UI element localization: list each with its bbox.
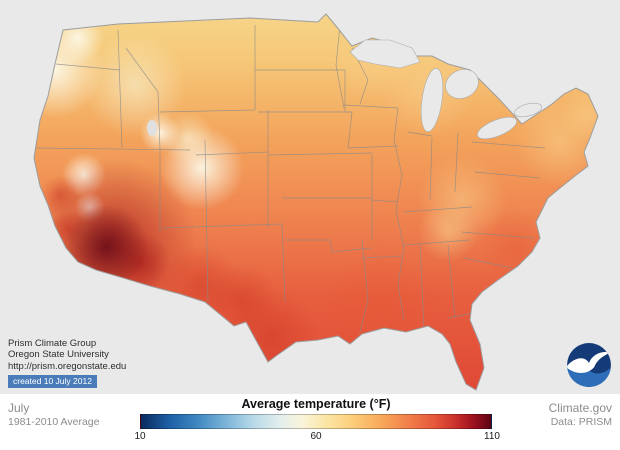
tick-label-max: 110: [484, 431, 500, 442]
us-temperature-map: Prism Climate Group Oregon State Univers…: [8, 13, 611, 391]
lake-michigan: [420, 67, 444, 133]
source-block: Climate.gov Data: PRISM: [549, 401, 612, 429]
great-lakes: [147, 39, 542, 140]
period-range: 1981-2010 Average: [8, 416, 100, 428]
colorbar-gradient: [140, 414, 492, 429]
tick-label-min: 10: [134, 431, 146, 442]
period-block: July 1981-2010 Average: [8, 401, 99, 429]
lake-erie: [476, 116, 518, 140]
state-borders: [35, 24, 546, 333]
lake-huron: [445, 69, 479, 99]
legend-title: Average temperature (°F): [241, 397, 391, 411]
site-name: Climate.gov: [548, 401, 612, 415]
period-month: July: [8, 401, 30, 415]
map-credit: Prism Climate Group Oregon State Univers…: [8, 337, 127, 388]
colorbar-ticks: 10 60 110: [134, 431, 500, 444]
lake-ontario: [514, 102, 542, 118]
footer-bar: July 1981-2010 Average Average temperatu…: [0, 394, 620, 450]
lake-superior: [349, 39, 421, 69]
noaa-logo-gull: [567, 351, 611, 373]
us-outline: [33, 13, 599, 391]
data-source: Data: PRISM: [550, 416, 612, 428]
credit-url: http://prism.oregonstate.edu: [8, 360, 127, 372]
temperature-legend: Average temperature (°F) 10 60 110: [134, 397, 500, 444]
created-date-badge: created 10 July 2012: [8, 375, 97, 388]
credit-line-2: Oregon State University: [8, 349, 109, 360]
us-temperature-map-svg: [33, 13, 599, 391]
tick-label-mid: 60: [310, 431, 322, 442]
temperature-shading: [34, 14, 598, 390]
great-salt-lake: [147, 120, 157, 136]
credit-line-1: Prism Climate Group: [8, 337, 97, 349]
noaa-logo-icon: [567, 343, 611, 387]
